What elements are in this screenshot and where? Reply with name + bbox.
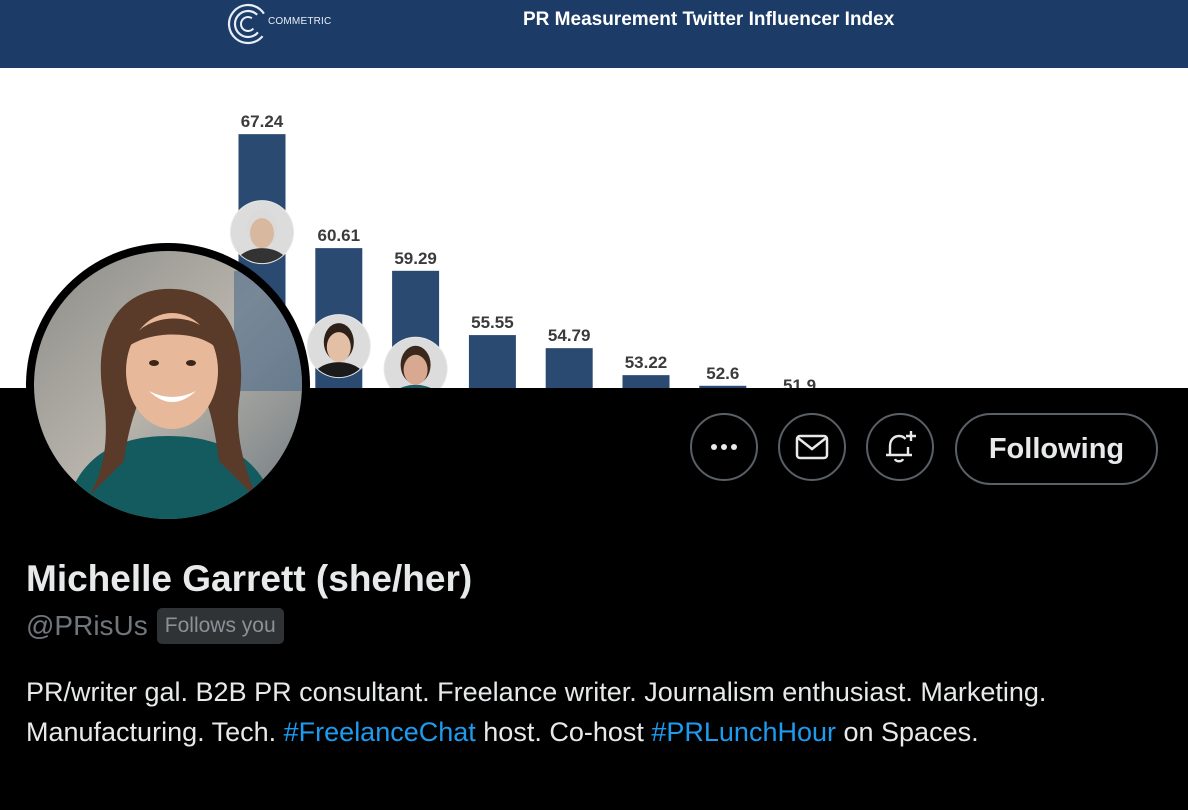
bar-value-label: 59.29 xyxy=(394,249,437,268)
avatar-photo xyxy=(34,251,302,519)
profile-actions: Following xyxy=(0,413,1188,485)
bar-value-label: 54.79 xyxy=(548,326,591,345)
influencer-avatar-3 xyxy=(383,336,448,388)
envelope-icon xyxy=(795,434,829,460)
bar-4 xyxy=(468,335,516,388)
bar-value-label: 52.6 xyxy=(706,364,739,383)
profile-avatar[interactable] xyxy=(26,243,310,527)
bio-text: on Spaces. xyxy=(836,717,979,747)
profile-bio: PR/writer gal. B2B PR consultant. Freela… xyxy=(26,672,1166,752)
bar-value-label: 67.24 xyxy=(241,112,284,131)
influencer-avatar-2 xyxy=(306,314,371,379)
bar-6 xyxy=(622,375,670,388)
bar-value-label: 55.55 xyxy=(471,313,514,332)
hashtag-link-prlunchhour[interactable]: #PRLunchHour xyxy=(651,717,836,747)
influencer-avatar-1 xyxy=(230,200,294,265)
handle-row: @PRisUs Follows you xyxy=(26,606,284,646)
bell-plus-icon xyxy=(886,431,916,463)
user-handle: @PRisUs xyxy=(26,610,148,641)
bio-text: PR/writer gal. B2B PR consultant. Freela… xyxy=(26,677,1047,747)
follows-you-badge: Follows you xyxy=(156,608,284,644)
more-button[interactable] xyxy=(690,413,758,481)
bar-5 xyxy=(545,348,593,388)
banner-header: COMMETRIC PR Measurement Twitter Influen… xyxy=(0,0,1188,68)
bar-7 xyxy=(699,385,747,388)
banner-title: PR Measurement Twitter Influencer Index xyxy=(523,9,895,30)
notifications-button[interactable] xyxy=(866,413,934,481)
message-button[interactable] xyxy=(778,413,846,481)
display-name: Michelle Garrett (she/her) xyxy=(26,558,473,599)
hashtag-link-freelancechat[interactable]: #FreelanceChat xyxy=(283,717,476,747)
more-horizontal-icon xyxy=(711,444,737,450)
bio-text: host. Co-host xyxy=(475,717,652,747)
commetric-logo: COMMETRIC xyxy=(226,2,336,46)
bar-value-label: 60.61 xyxy=(318,226,361,245)
commetric-logo-mark xyxy=(227,3,269,45)
bar-value-label: 51.9 xyxy=(783,376,816,388)
logo-text: COMMETRIC xyxy=(268,16,332,27)
following-button[interactable]: Following xyxy=(955,413,1158,485)
bar-value-label: 53.22 xyxy=(625,353,668,372)
